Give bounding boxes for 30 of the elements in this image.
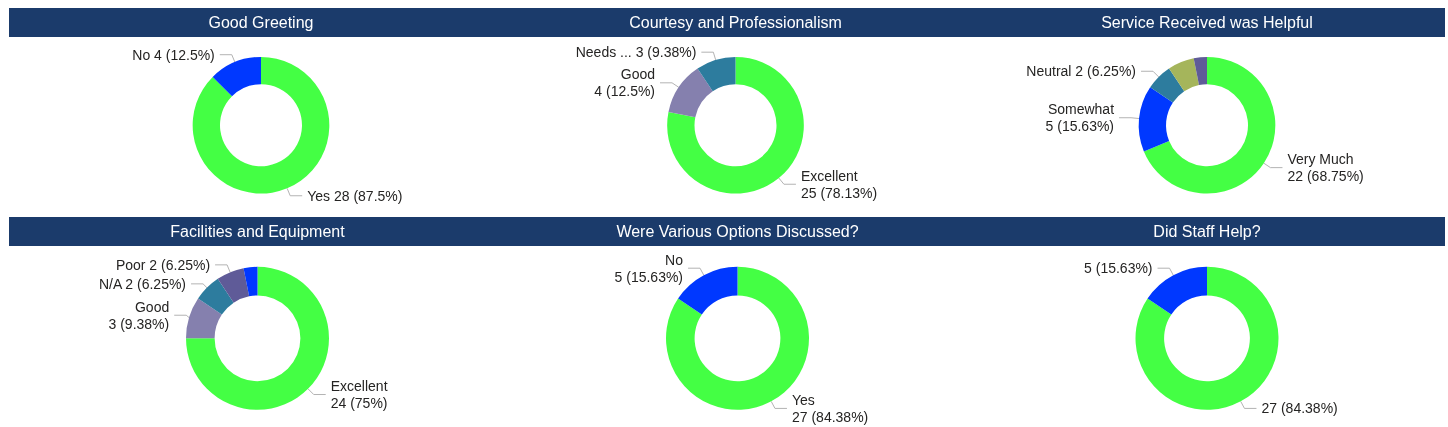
slice-label: Yes [791, 391, 815, 408]
slice-label: Somewhat [1047, 101, 1115, 118]
slice-label: Excellent [800, 167, 858, 184]
slice-label: Neutral 2 (6.25%) [1026, 63, 1137, 80]
chart-title: Did Staff Help? [1153, 222, 1261, 241]
data-label: 27 (84.38%) [1261, 400, 1338, 417]
data-label: 3 (9.38%) [108, 315, 170, 332]
chart-title: Courtesy and Professionalism [629, 13, 842, 32]
data-label: 5 (15.63%) [614, 268, 684, 285]
data-label: 4 (12.5%) [594, 83, 656, 100]
chart-title: Service Received was Helpful [1101, 13, 1313, 32]
data-label: 5 (15.63%) [1084, 260, 1153, 277]
chart-title: Facilities and Equipment [170, 222, 345, 241]
slice-label: Excellent [330, 378, 388, 395]
slice-label: Poor 2 (6.25%) [115, 256, 211, 273]
data-label: 5 (15.63%) [1045, 118, 1115, 135]
slice-label: Yes 28 (87.5%) [307, 187, 403, 204]
slice-label: No 4 (12.5%) [132, 46, 215, 63]
chart-title: Good Greeting [208, 13, 314, 32]
slice-label: Good [620, 66, 656, 83]
data-label: 25 (78.13%) [800, 184, 878, 201]
slice-label: Needs ... 3 (9.38%) [575, 44, 697, 61]
data-label: 24 (75%) [330, 395, 388, 412]
slice-label: No [665, 251, 684, 268]
slice-label: Very Much [1287, 151, 1354, 168]
slice-label: N/A 2 (6.25%) [98, 275, 187, 292]
data-label: 22 (68.75%) [1287, 168, 1364, 185]
data-label: 27 (84.38%) [791, 408, 869, 425]
chart-title: Were Various Options Discussed? [616, 222, 859, 241]
slice-label: Good [134, 298, 170, 315]
